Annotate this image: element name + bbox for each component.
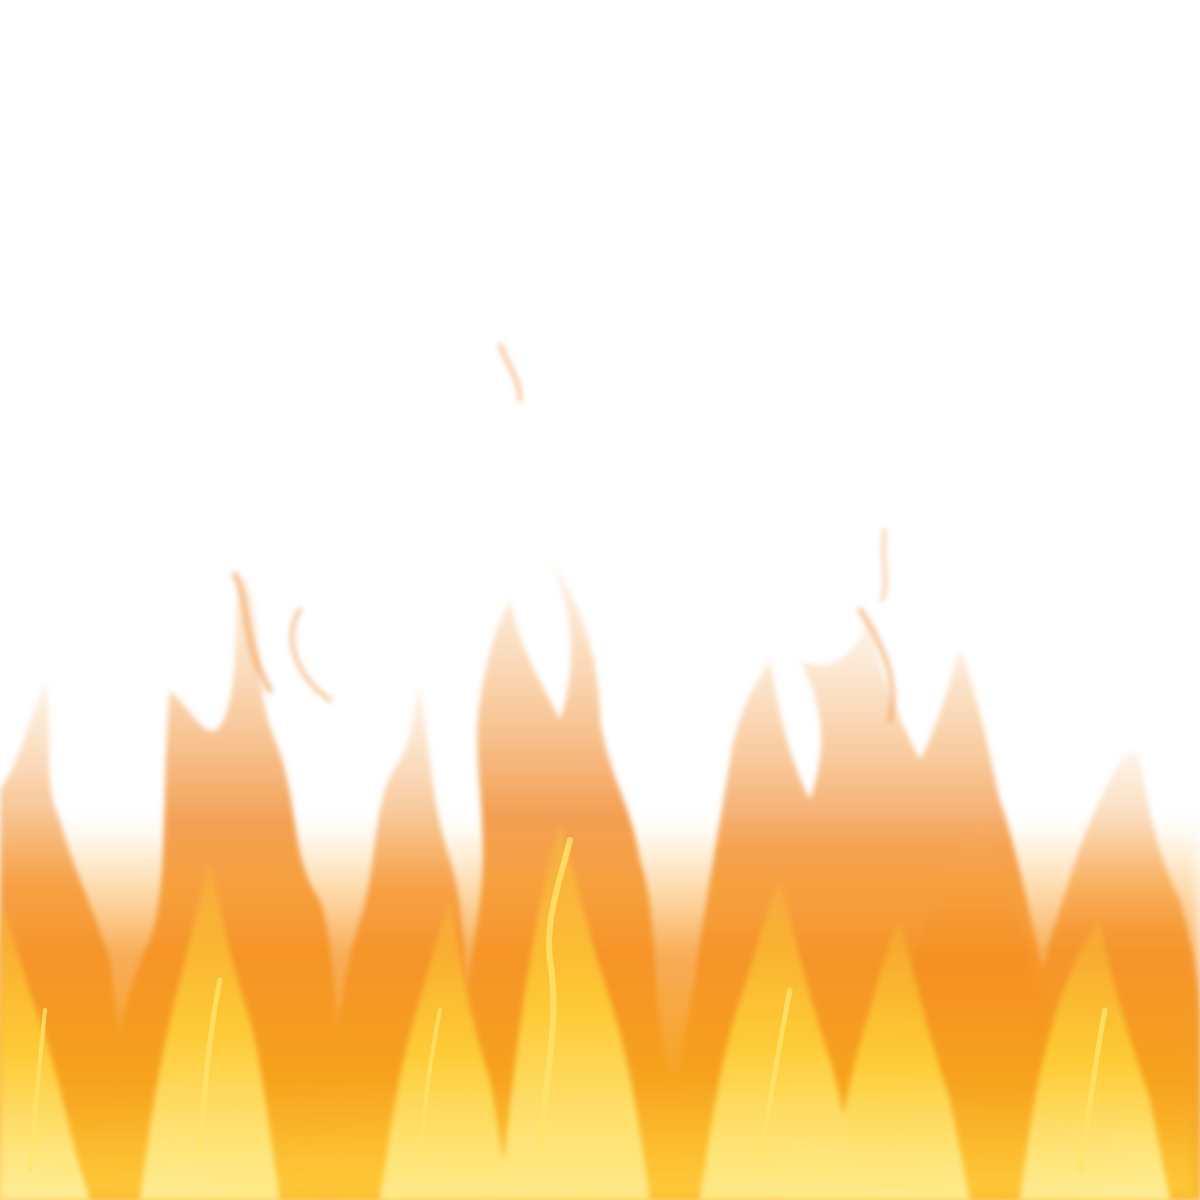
flame-wisps xyxy=(232,343,896,723)
flame-streaks xyxy=(28,837,1108,1173)
flame-glow xyxy=(0,980,1200,1200)
